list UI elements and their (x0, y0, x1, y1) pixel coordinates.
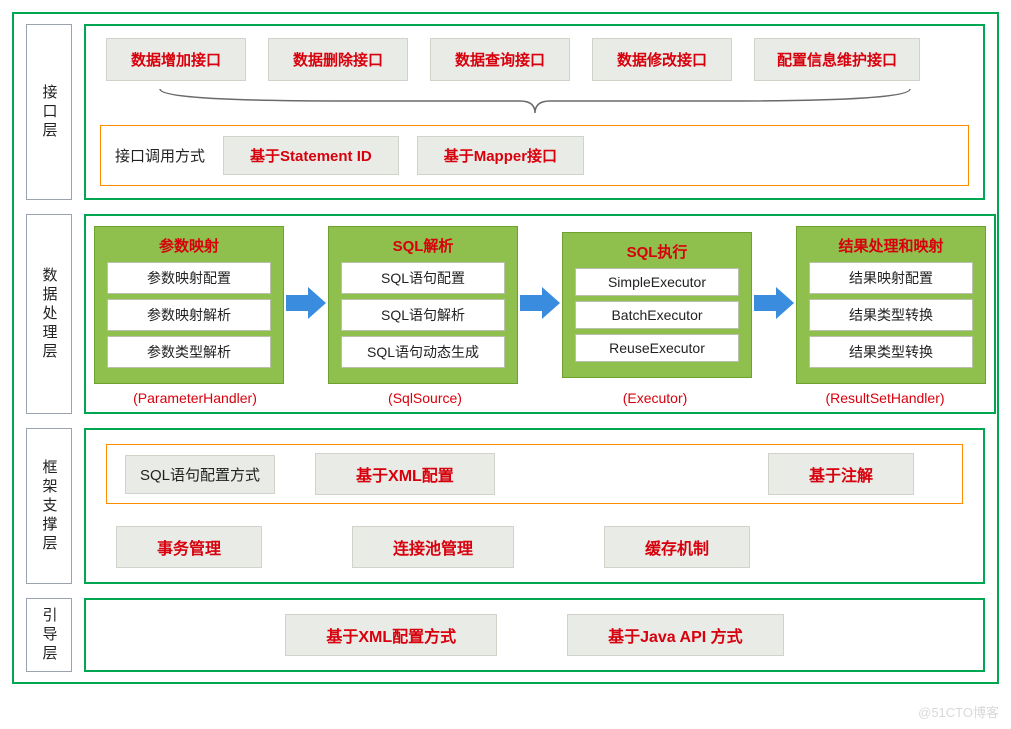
diagram-outer: 接口层 数据增加接口 数据删除接口 数据查询接口 数据修改接口 配置信息维护接口… (12, 12, 999, 684)
dp-card: SQL执行 SimpleExecutor BatchExecutor ReuseExe… (562, 232, 752, 378)
dp-card: 参数映射参数映射配置参数映射解析参数类型解析 (94, 226, 284, 384)
dp-card-item: SQL语句解析 (341, 299, 505, 331)
brace-icon (155, 87, 915, 117)
dp-card-item: ReuseExecutor (575, 334, 739, 362)
layer-body-boot: 基于XML配置方式 基于Java API 方式 (84, 598, 985, 672)
dp-caption: (SqlSource) (330, 390, 520, 406)
layer-label-fs: 框架支撑层 (26, 428, 72, 584)
sql-conf-mode: 基于XML配置 (315, 453, 495, 495)
dp-card-title: SQL执行 (571, 241, 743, 262)
layer-body-interface: 数据增加接口 数据删除接口 数据查询接口 数据修改接口 配置信息维护接口 接口调… (84, 24, 985, 200)
api-box: 数据删除接口 (268, 38, 408, 81)
layer-label-boot: 引导层 (26, 598, 72, 672)
dp-card-item: SimpleExecutor (575, 268, 739, 296)
api-box: 数据增加接口 (106, 38, 246, 81)
dp-card-item: 参数映射配置 (107, 262, 271, 294)
dp-card-item: 参数类型解析 (107, 336, 271, 368)
watermark: @51CTO博客 (918, 702, 999, 721)
dp-card-title: 参数映射 (103, 235, 275, 256)
sql-conf-mode: 基于注解 (768, 453, 914, 495)
arrow-right-icon (752, 281, 796, 330)
fs-bottom-row: 事务管理 连接池管理 缓存机制 (106, 526, 963, 568)
call-mode-box: 基于Mapper接口 (417, 136, 584, 175)
arrow-right-icon (284, 281, 328, 330)
sql-conf-wrap: SQL语句配置方式 基于XML配置 基于注解 (106, 444, 963, 504)
sql-conf-label: SQL语句配置方式 (125, 455, 275, 494)
arrow-right-icon (518, 281, 562, 330)
interface-call-wrap: 接口调用方式 基于Statement ID 基于Mapper接口 (100, 125, 969, 186)
fs-box: 缓存机制 (604, 526, 750, 568)
api-box: 数据修改接口 (592, 38, 732, 81)
dp-card: SQL解析 SQL语句配置 SQL语句解析 SQL语句动态生成 (328, 226, 518, 384)
call-mode-box: 基于Statement ID (223, 136, 399, 175)
interface-top-row: 数据增加接口 数据删除接口 数据查询接口 数据修改接口 配置信息维护接口 (100, 38, 969, 81)
dp-caption: (Executor) (560, 390, 750, 406)
layer-bootstrap: 引导层 基于XML配置方式 基于Java API 方式 (26, 598, 985, 672)
layer-interface: 接口层 数据增加接口 数据删除接口 数据查询接口 数据修改接口 配置信息维护接口… (26, 24, 985, 200)
fs-box: 事务管理 (116, 526, 262, 568)
fs-sql-conf-row: SQL语句配置方式 基于XML配置 基于注解 (106, 444, 963, 504)
dp-card-item: 结果映射配置 (809, 262, 973, 294)
layer-label-interface: 接口层 (26, 24, 72, 200)
dp-caption: (ParameterHandler) (100, 390, 290, 406)
dp-cards-row: 参数映射参数映射配置参数映射解析参数类型解析 SQL解析 SQL语句配置 SQL语句解… (94, 226, 986, 384)
api-box: 配置信息维护接口 (754, 38, 920, 81)
dp-card-item: SQL语句配置 (341, 262, 505, 294)
dp-card-title: 结果处理和映射 (805, 235, 977, 256)
layer-data-processing: 数据处理层 参数映射参数映射配置参数映射解析参数类型解析 SQL解析 SQL语句配置… (26, 214, 985, 414)
call-label: 接口调用方式 (115, 145, 205, 166)
layer-body-dp: 参数映射参数映射配置参数映射解析参数类型解析 SQL解析 SQL语句配置 SQL语句解… (84, 214, 996, 414)
dp-captions: (ParameterHandler) (SqlSource) (Executor) (… (94, 384, 986, 406)
dp-card-item: SQL语句动态生成 (341, 336, 505, 368)
dp-card-item: 参数映射解析 (107, 299, 271, 331)
layer-body-fs: SQL语句配置方式 基于XML配置 基于注解 事务管理 连接池管理 缓存机制 (84, 428, 985, 584)
dp-caption: (ResultSetHandler) (790, 390, 980, 406)
layer-framework-support: 框架支撑层 SQL语句配置方式 基于XML配置 基于注解 事务管理 连接池管理 … (26, 428, 985, 584)
boot-mode: 基于Java API 方式 (567, 614, 784, 656)
dp-card-item: 结果类型转换 (809, 299, 973, 331)
curly-brace (100, 87, 969, 117)
boot-mode: 基于XML配置方式 (285, 614, 497, 656)
api-box: 数据查询接口 (430, 38, 570, 81)
dp-card-item: 结果类型转换 (809, 336, 973, 368)
dp-card-item: BatchExecutor (575, 301, 739, 329)
dp-card: 结果处理和映射结果映射配置结果类型转换结果类型转换 (796, 226, 986, 384)
dp-card-title: SQL解析 (337, 235, 509, 256)
fs-box: 连接池管理 (352, 526, 514, 568)
layer-label-dp: 数据处理层 (26, 214, 72, 414)
